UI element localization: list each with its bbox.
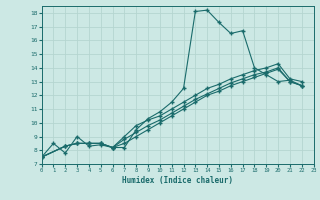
X-axis label: Humidex (Indice chaleur): Humidex (Indice chaleur) [122,176,233,185]
